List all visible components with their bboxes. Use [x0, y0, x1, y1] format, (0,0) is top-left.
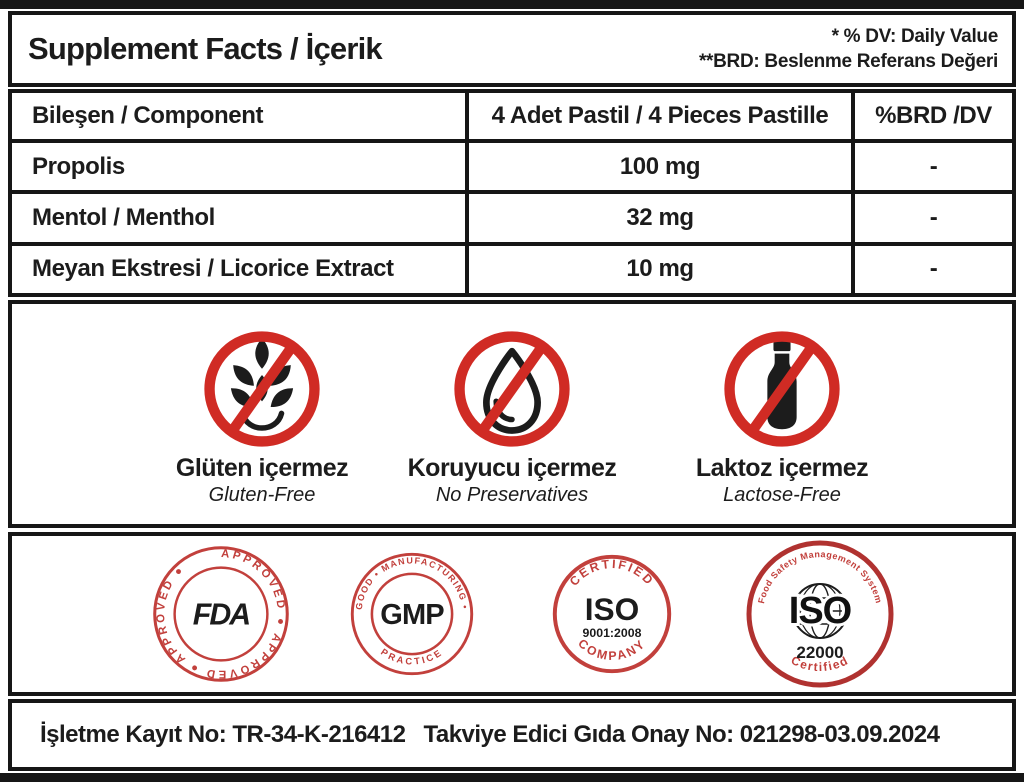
col-header-serving: 4 Adet Pastil / 4 Pieces Pastille: [465, 93, 855, 139]
stamp-center-text: ISO: [789, 590, 851, 632]
cell-component: Mentol / Menthol: [32, 203, 215, 231]
facts-table: Bileşen / Component 4 Adet Pastil / 4 Pi…: [8, 89, 1016, 297]
registration-number: İşletme Kayıt No: TR-34-K-216412: [40, 721, 406, 748]
col-header-component: Bileşen / Component: [32, 102, 264, 129]
stamp-center-text: ISO: [585, 591, 640, 627]
bottom-border-bar: [0, 773, 1024, 782]
table-header-row: Bileşen / Component 4 Adet Pastil / 4 Pi…: [12, 93, 1012, 139]
cell-dv: -: [929, 255, 938, 283]
cell-component: Meyan Ekstresi / Licorice Extract: [32, 255, 394, 283]
certifications-section: APPROVED ● APPROVED ● APPROVED ● FDA GOO…: [8, 532, 1016, 696]
stamp-sub-text: 22000: [796, 643, 843, 662]
iso-22000-stamp: Food Safety Management System Certified …: [745, 539, 895, 689]
free-from-label-tr: Koruyucu içermez: [407, 454, 617, 482]
iso-9001-stamp: CERTIFIED COMPANY ISO 9001:2008: [546, 548, 678, 680]
stamp-bottom-text: Certified: [789, 653, 850, 674]
stamp-bottom-text: COMPANY: [575, 636, 646, 663]
no-lactose-icon: [657, 328, 907, 450]
cell-component: Propolis: [32, 152, 125, 180]
free-from-label-tr: Glüten içermez: [175, 454, 349, 482]
col-header-dv: %BRD /DV: [875, 102, 992, 129]
free-from-label-en: Gluten-Free: [208, 484, 316, 506]
footer-section: İşletme Kayıt No: TR-34-K-216412 Takviye…: [8, 699, 1016, 771]
stamp-center-text: GMP: [380, 599, 444, 631]
legend-brd: **BRD: Beslenme Referans Değeri: [698, 51, 998, 72]
page-title: Supplement Facts / İçerik: [28, 31, 383, 66]
free-from-item-preservatives: Koruyucu içermez No Preservatives: [387, 328, 637, 524]
legend-notes: * % DV: Daily Value **BRD: Beslenme Refe…: [699, 24, 998, 74]
stamp-sub-text: 9001:2008: [583, 626, 642, 640]
stamp-bottom-text: PRACTICE: [379, 647, 442, 667]
table-row: Mentol / Menthol 32 mg -: [12, 190, 1012, 242]
svg-text:Certified: Certified: [789, 653, 851, 674]
cell-dv: -: [929, 152, 938, 180]
fda-approved-stamp: APPROVED ● APPROVED ● APPROVED ● FDA: [150, 543, 292, 685]
free-from-label-en: No Preservatives: [435, 484, 589, 506]
free-from-label-en: Lactose-Free: [723, 484, 841, 506]
cell-dv: -: [929, 203, 938, 231]
stamp-center-text: FDA: [193, 598, 250, 631]
table-row: Propolis 100 mg -: [12, 139, 1012, 191]
free-from-section: Glüten içermez Gluten-Free Koruyucu içer…: [8, 300, 1016, 528]
free-from-item-lactose: Laktoz içermez Lactose-Free: [657, 328, 907, 524]
free-from-label-tr: Laktoz içermez: [695, 454, 869, 482]
free-from-item-gluten: Glüten içermez Gluten-Free: [137, 328, 387, 524]
no-gluten-icon: [137, 328, 387, 450]
svg-text:CERTIFIED: CERTIFIED: [567, 557, 657, 589]
stamp-top-text: CERTIFIED: [567, 557, 655, 589]
svg-text:PRACTICE: PRACTICE: [379, 647, 445, 667]
top-border-bar: [0, 0, 1024, 9]
header-section: Supplement Facts / İçerik * % DV: Daily …: [8, 11, 1016, 87]
table-row: Meyan Ekstresi / Licorice Extract 10 mg …: [12, 241, 1012, 293]
cell-amount: 10 mg: [465, 245, 855, 293]
cell-amount: 100 mg: [465, 143, 855, 191]
no-preservatives-icon: [387, 328, 637, 450]
approval-number: Takviye Edici Gıda Onay No: 021298-03.09…: [423, 721, 940, 748]
gmp-stamp: GOOD • MANUFACTURING • PRACTICE GMP: [348, 550, 476, 678]
cell-amount: 32 mg: [465, 194, 855, 242]
legend-dv: * % DV: Daily Value: [831, 26, 999, 47]
svg-text:COMPANY: COMPANY: [575, 636, 649, 663]
